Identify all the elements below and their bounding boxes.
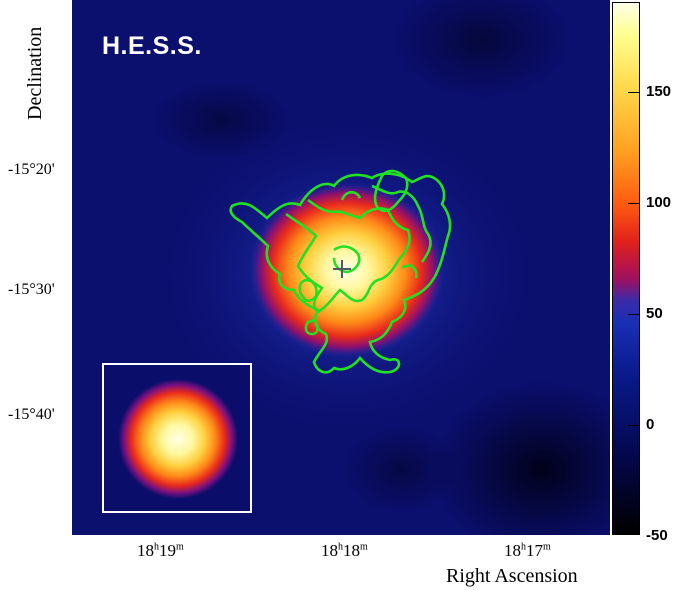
- colorbar-tick-label: -50: [646, 527, 668, 544]
- colorbar: [612, 2, 640, 535]
- y-tick-label: -15°30': [8, 281, 55, 298]
- psf-inset: [102, 363, 252, 513]
- colorbar-tick-mark: [628, 425, 640, 426]
- colorbar-tick-label: 0: [646, 416, 655, 433]
- x-tick-label: 18h19m: [137, 541, 184, 560]
- contours: [229, 169, 452, 374]
- y-tick-label: -15°40': [8, 406, 55, 423]
- plus-marker: [333, 260, 351, 278]
- x-axis-title: Right Ascension: [446, 565, 578, 587]
- colorbar-tick-mark: [628, 203, 640, 204]
- instrument-label: H.E.S.S.: [102, 32, 202, 60]
- x-tick-label: 18h18m: [321, 541, 368, 560]
- sky-map: H.E.S.S.: [72, 0, 610, 535]
- y-axis-title: Declination: [24, 26, 46, 120]
- dark-region: [432, 380, 610, 535]
- psf-blob: [118, 379, 238, 499]
- colorbar-tick-mark: [628, 92, 640, 93]
- colorbar-tick-label: 150: [646, 83, 672, 100]
- psf-inset-svg: [104, 365, 250, 511]
- dark-region: [342, 425, 462, 515]
- dark-region: [392, 0, 572, 100]
- colorbar-tick-label: 50: [646, 305, 663, 322]
- colorbar-tick-label: 100: [646, 194, 672, 211]
- sky-map-svg: [147, 0, 610, 535]
- x-tick-label: 18h17m: [504, 541, 551, 560]
- colorbar-tick-mark: [628, 314, 640, 315]
- y-tick-label: -15°20': [8, 161, 55, 178]
